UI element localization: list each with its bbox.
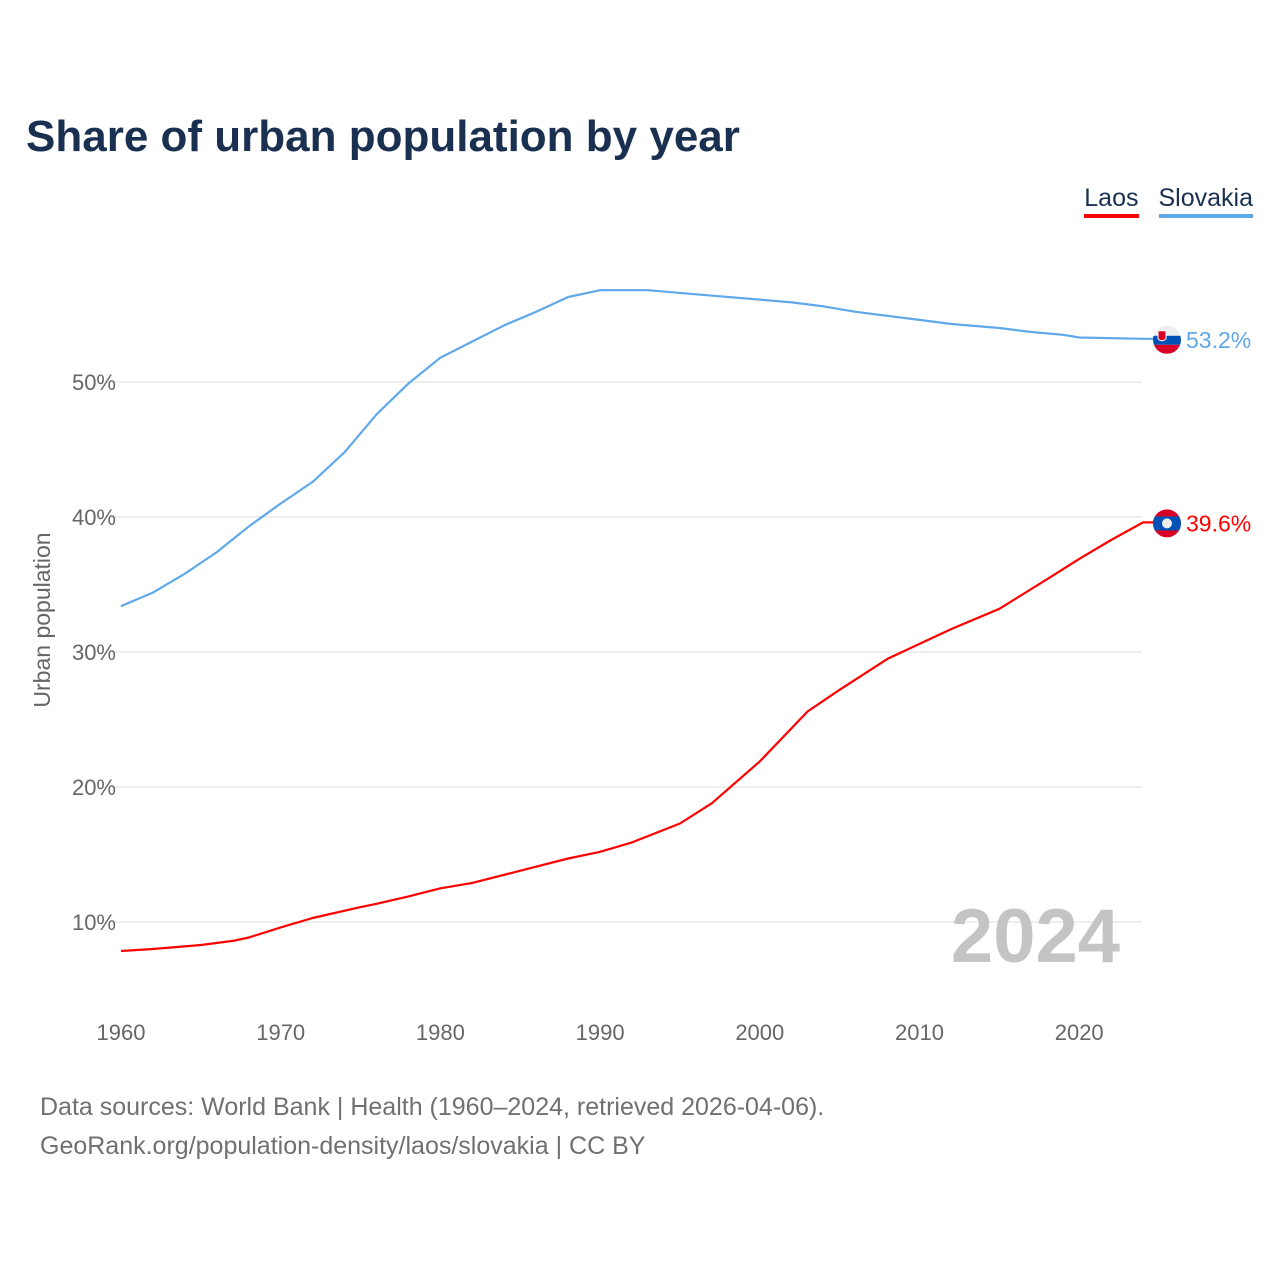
laos-flag-icon xyxy=(1153,509,1181,538)
chart-title: Share of urban population by year xyxy=(26,112,740,161)
x-tick-label: 1970 xyxy=(256,1020,305,1045)
legend: Laos Slovakia xyxy=(1084,184,1253,218)
footer-link[interactable]: GeoRank.org/population-density/laos/slov… xyxy=(40,1132,646,1160)
series-line-slovakia xyxy=(120,289,1156,608)
end-label-laos: 39.6% xyxy=(1186,510,1251,536)
y-tick-label: 50% xyxy=(72,370,116,395)
x-tick-label: 1960 xyxy=(97,1020,146,1045)
y-tick-label: 40% xyxy=(72,505,116,530)
series-line-laos xyxy=(120,521,1156,953)
x-tick-label: 2020 xyxy=(1055,1020,1104,1045)
footer: Data sources: World Bank | Health (1960–… xyxy=(40,1088,824,1166)
y-tick-label: 20% xyxy=(72,775,116,800)
legend-item-laos[interactable]: Laos xyxy=(1084,184,1139,218)
footer-sources: Data sources: World Bank | Health (1960–… xyxy=(40,1093,825,1121)
x-tick-label: 2000 xyxy=(735,1020,784,1045)
y-axis-label: Urban population xyxy=(29,532,55,707)
y-tick-label: 10% xyxy=(72,910,116,935)
legend-item-slovakia[interactable]: Slovakia xyxy=(1158,184,1253,218)
year-watermark: 2024 xyxy=(951,894,1120,979)
y-tick-label: 30% xyxy=(72,640,116,665)
slovakia-flag-icon xyxy=(1153,325,1181,354)
x-tick-label: 1990 xyxy=(576,1020,625,1045)
end-label-slovakia: 53.2% xyxy=(1186,327,1251,353)
x-tick-label: 1980 xyxy=(416,1020,465,1045)
x-tick-label: 2010 xyxy=(895,1020,944,1045)
